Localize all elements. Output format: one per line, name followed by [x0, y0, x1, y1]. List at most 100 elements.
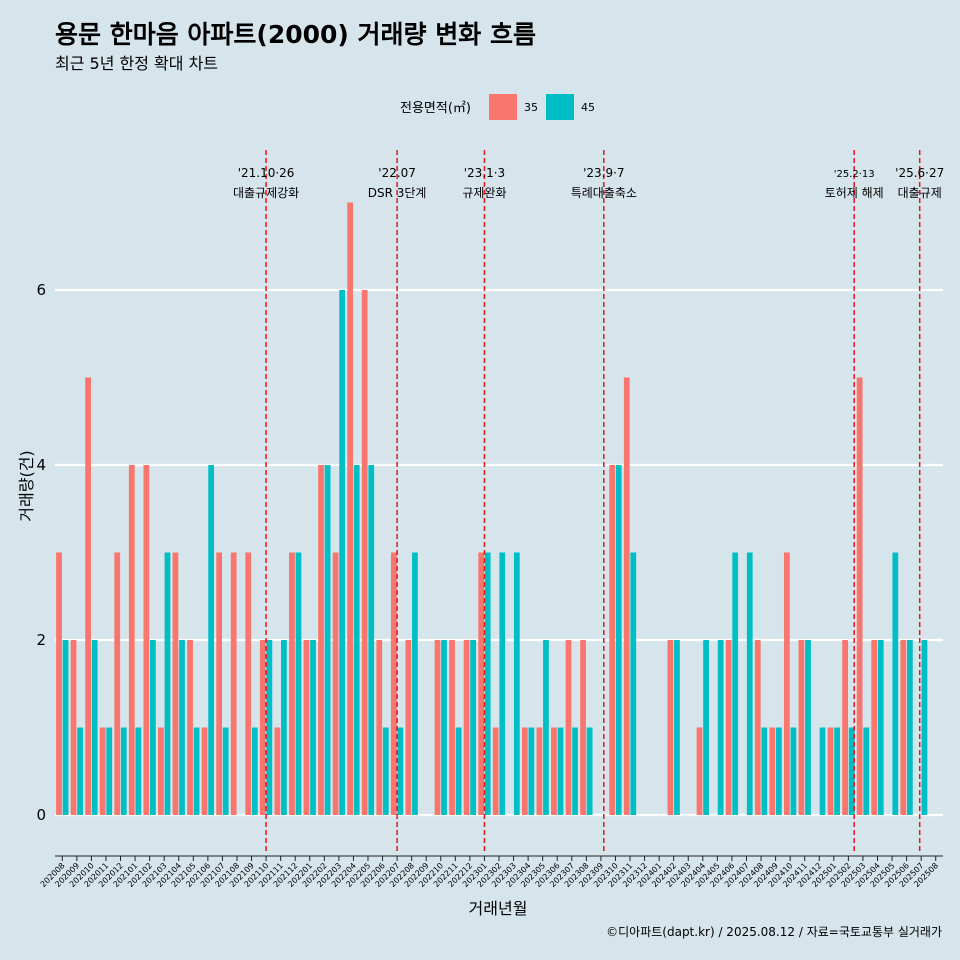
bar: [717, 640, 724, 815]
bar: [91, 640, 98, 815]
bar: [586, 727, 593, 815]
event-label: 대출규제: [898, 186, 942, 200]
bar: [281, 640, 287, 815]
bar: [245, 552, 252, 815]
bar: [179, 640, 185, 815]
bar: [208, 465, 215, 815]
bar: [754, 640, 761, 815]
bar: [251, 727, 258, 815]
chart-subtitle: 최근 5년 한정 확대 차트: [55, 54, 218, 73]
event-date: '23.9·7: [583, 166, 624, 180]
bar: [172, 552, 179, 815]
bar: [390, 552, 397, 815]
event-date: '21.10·26: [238, 166, 295, 180]
bar: [289, 552, 295, 815]
legend-swatch-35: [489, 94, 517, 120]
bar: [295, 552, 302, 815]
bar: [135, 727, 142, 815]
bar: [412, 552, 418, 815]
bar: [834, 727, 840, 815]
bar: [871, 640, 878, 815]
bar: [623, 377, 630, 815]
bar: [449, 640, 455, 815]
bar: [99, 727, 106, 815]
y-tick-label: 2: [36, 631, 46, 649]
bar: [732, 552, 739, 815]
bar: [463, 640, 470, 815]
bar: [819, 727, 826, 815]
bar: [353, 465, 360, 815]
bar: [827, 727, 834, 815]
bar: [877, 640, 884, 815]
bar: [324, 465, 331, 815]
event-date: '23.1·3: [464, 166, 505, 180]
bar: [187, 640, 193, 815]
bar: [521, 727, 528, 815]
bar: [455, 727, 462, 815]
bar: [492, 727, 499, 815]
legend-swatch-45: [546, 94, 574, 120]
bar: [842, 640, 848, 815]
bars: [56, 202, 928, 815]
bar: [164, 552, 171, 815]
bar: [746, 552, 753, 815]
bar: [696, 727, 703, 815]
bar: [222, 727, 229, 815]
bar: [77, 727, 83, 815]
bar: [150, 640, 156, 815]
bar: [62, 640, 69, 815]
bar: [513, 552, 520, 815]
bar: [106, 727, 113, 815]
bar: [114, 552, 121, 815]
bar: [892, 552, 899, 815]
y-tick-label: 0: [36, 806, 46, 824]
chart-title: 용문 한마음 아파트(2000) 거래량 변화 흐름: [55, 20, 536, 49]
event-date: '22.07: [378, 166, 416, 180]
bar: [761, 727, 768, 815]
bar: [158, 727, 164, 815]
y-axis-ticks: 0 2 4 6: [36, 281, 46, 824]
bar: [769, 727, 776, 815]
event-label: 특례대출축소: [571, 186, 637, 200]
bar: [128, 465, 135, 815]
bar: [303, 640, 310, 815]
bar: [332, 552, 339, 815]
bar: [848, 727, 855, 815]
bar: [805, 640, 811, 815]
event-label: DSR 3단계: [368, 186, 427, 200]
bar: [318, 465, 324, 815]
bar: [528, 727, 535, 815]
bar: [725, 640, 732, 815]
bar: [580, 640, 586, 815]
bar: [565, 640, 572, 815]
bar: [201, 727, 208, 815]
bar: [274, 727, 281, 815]
bar: [609, 465, 616, 815]
bar: [484, 552, 491, 815]
bar: [382, 727, 389, 815]
legend-label-45: 45: [581, 101, 595, 114]
bar: [259, 640, 266, 815]
bar: [470, 640, 477, 815]
bar: [863, 727, 870, 815]
bar: [667, 640, 674, 815]
bar: [921, 640, 928, 815]
bar: [856, 377, 863, 815]
y-tick-label: 6: [36, 281, 46, 299]
bar: [310, 640, 316, 815]
legend-label-35: 35: [524, 101, 538, 114]
bar: [907, 640, 913, 815]
x-axis-label: 거래년월: [469, 899, 528, 918]
bar: [434, 640, 441, 815]
bar: [551, 727, 557, 815]
caption: ©디아파트(dapt.kr) / 2025.08.12 / 자료=국토교통부 실…: [606, 925, 942, 939]
bar: [478, 552, 485, 815]
bar: [900, 640, 907, 815]
bar: [783, 552, 790, 815]
legend-title: 전용면적(㎡): [400, 101, 471, 116]
bar: [499, 552, 506, 815]
event-date: '25.6·27: [895, 166, 944, 180]
event-lines: '21.10·26 대출규제강화 '22.07 DSR 3단계 '23.1·3 규제완화 '…: [233, 150, 944, 852]
bar: [193, 727, 200, 815]
